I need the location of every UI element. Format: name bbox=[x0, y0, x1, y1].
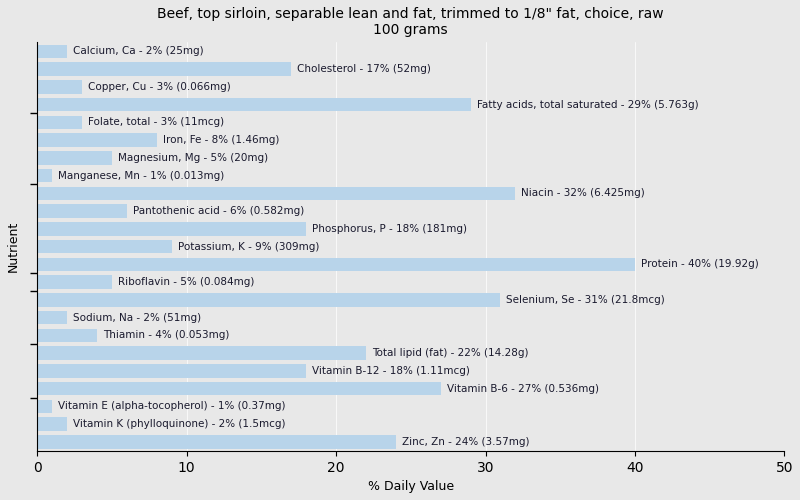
Bar bbox=[38, 400, 52, 413]
Bar bbox=[38, 418, 67, 431]
Text: Magnesium, Mg - 5% (20mg): Magnesium, Mg - 5% (20mg) bbox=[118, 153, 268, 163]
Text: Vitamin B-12 - 18% (1.11mcg): Vitamin B-12 - 18% (1.11mcg) bbox=[312, 366, 470, 376]
Text: Vitamin E (alpha-tocopherol) - 1% (0.37mg): Vitamin E (alpha-tocopherol) - 1% (0.37m… bbox=[58, 402, 286, 411]
Y-axis label: Nutrient: Nutrient bbox=[7, 221, 20, 272]
Text: Calcium, Ca - 2% (25mg): Calcium, Ca - 2% (25mg) bbox=[73, 46, 204, 56]
Bar bbox=[38, 134, 157, 147]
Text: Vitamin B-6 - 27% (0.536mg): Vitamin B-6 - 27% (0.536mg) bbox=[446, 384, 598, 394]
Text: Fatty acids, total saturated - 29% (5.763g): Fatty acids, total saturated - 29% (5.76… bbox=[477, 100, 698, 110]
Bar bbox=[38, 346, 366, 360]
Bar bbox=[38, 311, 67, 324]
Bar bbox=[38, 151, 112, 164]
Text: Potassium, K - 9% (309mg): Potassium, K - 9% (309mg) bbox=[178, 242, 319, 252]
Bar bbox=[38, 435, 396, 448]
Text: Protein - 40% (19.92g): Protein - 40% (19.92g) bbox=[641, 260, 758, 270]
Bar bbox=[38, 186, 515, 200]
Text: Total lipid (fat) - 22% (14.28g): Total lipid (fat) - 22% (14.28g) bbox=[372, 348, 529, 358]
Text: Copper, Cu - 3% (0.066mg): Copper, Cu - 3% (0.066mg) bbox=[88, 82, 231, 92]
X-axis label: % Daily Value: % Daily Value bbox=[368, 480, 454, 493]
Text: Manganese, Mn - 1% (0.013mg): Manganese, Mn - 1% (0.013mg) bbox=[58, 170, 225, 180]
Bar bbox=[38, 62, 291, 76]
Bar bbox=[38, 293, 501, 306]
Text: Zinc, Zn - 24% (3.57mg): Zinc, Zn - 24% (3.57mg) bbox=[402, 437, 530, 447]
Text: Folate, total - 3% (11mcg): Folate, total - 3% (11mcg) bbox=[88, 118, 224, 128]
Text: Phosphorus, P - 18% (181mg): Phosphorus, P - 18% (181mg) bbox=[312, 224, 467, 234]
Bar bbox=[38, 258, 635, 271]
Bar bbox=[38, 328, 97, 342]
Bar bbox=[38, 222, 306, 235]
Text: Sodium, Na - 2% (51mg): Sodium, Na - 2% (51mg) bbox=[73, 312, 202, 322]
Bar bbox=[38, 116, 82, 129]
Text: Vitamin K (phylloquinone) - 2% (1.5mcg): Vitamin K (phylloquinone) - 2% (1.5mcg) bbox=[73, 419, 286, 429]
Text: Thiamin - 4% (0.053mg): Thiamin - 4% (0.053mg) bbox=[103, 330, 230, 340]
Title: Beef, top sirloin, separable lean and fat, trimmed to 1/8" fat, choice, raw
100 : Beef, top sirloin, separable lean and fa… bbox=[158, 7, 664, 37]
Text: Selenium, Se - 31% (21.8mcg): Selenium, Se - 31% (21.8mcg) bbox=[506, 295, 665, 305]
Text: Cholesterol - 17% (52mg): Cholesterol - 17% (52mg) bbox=[298, 64, 431, 74]
Bar bbox=[38, 204, 127, 218]
Text: Niacin - 32% (6.425mg): Niacin - 32% (6.425mg) bbox=[522, 188, 645, 198]
Bar bbox=[38, 276, 112, 289]
Text: Riboflavin - 5% (0.084mg): Riboflavin - 5% (0.084mg) bbox=[118, 277, 254, 287]
Bar bbox=[38, 364, 306, 378]
Bar bbox=[38, 98, 470, 112]
Bar bbox=[38, 80, 82, 94]
Text: Pantothenic acid - 6% (0.582mg): Pantothenic acid - 6% (0.582mg) bbox=[133, 206, 304, 216]
Bar bbox=[38, 382, 441, 396]
Text: Iron, Fe - 8% (1.46mg): Iron, Fe - 8% (1.46mg) bbox=[163, 135, 279, 145]
Bar bbox=[38, 169, 52, 182]
Bar bbox=[38, 44, 67, 58]
Bar bbox=[38, 240, 172, 254]
